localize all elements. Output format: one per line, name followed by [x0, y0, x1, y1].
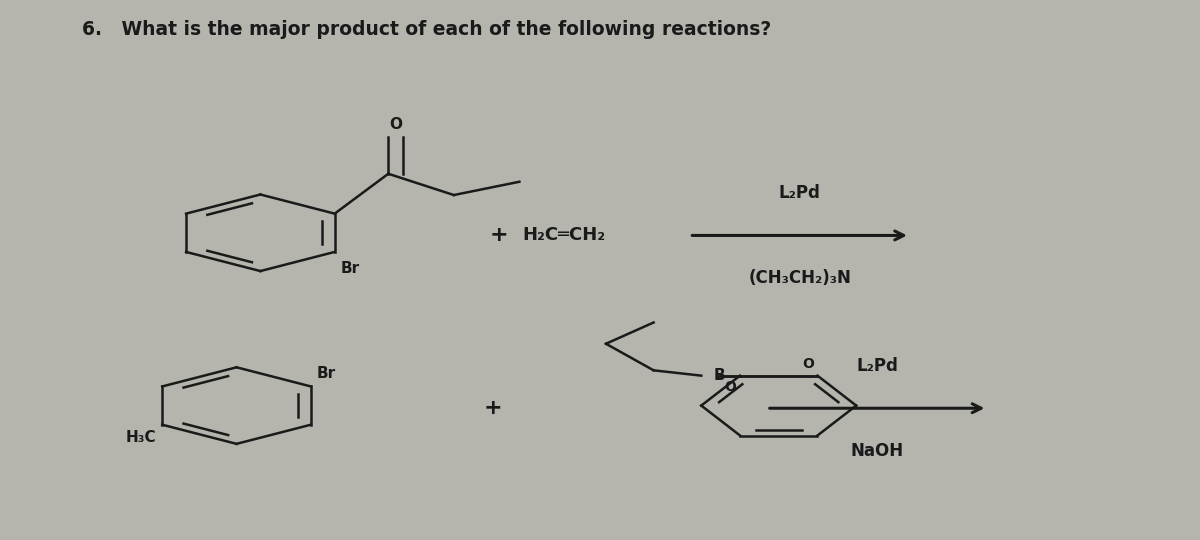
Text: +: +: [484, 398, 502, 419]
Text: O: O: [389, 117, 402, 132]
Text: L₂Pd: L₂Pd: [856, 357, 898, 375]
Text: Br: Br: [317, 366, 336, 381]
Text: H₂C═CH₂: H₂C═CH₂: [522, 226, 606, 245]
Text: O: O: [725, 380, 737, 394]
Text: O: O: [802, 357, 814, 372]
Text: (CH₃CH₂)₃N: (CH₃CH₂)₃N: [748, 269, 851, 287]
Text: L₂Pd: L₂Pd: [779, 184, 821, 202]
Text: Br: Br: [341, 261, 360, 276]
Text: 6.   What is the major product of each of the following reactions?: 6. What is the major product of each of …: [82, 20, 770, 39]
Text: B: B: [713, 368, 725, 383]
Text: NaOH: NaOH: [851, 442, 904, 460]
Text: +: +: [490, 225, 508, 246]
Text: H₃C: H₃C: [126, 430, 156, 445]
